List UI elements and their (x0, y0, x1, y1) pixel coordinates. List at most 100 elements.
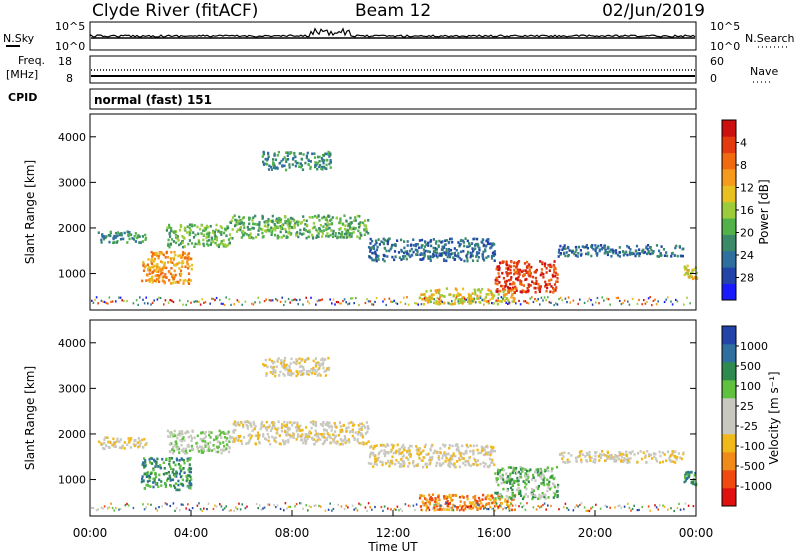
power-ground-cell (289, 301, 291, 304)
velocity-cell (98, 440, 101, 444)
velocity-cell (290, 374, 293, 377)
velocity-cell (506, 503, 509, 506)
velocity-cell (177, 463, 180, 466)
velocity-cell (225, 432, 228, 436)
velocity-cell (496, 491, 499, 495)
power-cell (649, 246, 652, 250)
power-cell (294, 155, 297, 159)
power-cell (223, 243, 226, 246)
power-cell (566, 254, 570, 258)
power-cell (443, 295, 446, 298)
velocity-cell (141, 438, 144, 442)
velocity-cell (324, 358, 327, 361)
velocity-cell (666, 450, 670, 453)
power-cell (286, 151, 289, 154)
power-cell (369, 237, 372, 241)
velocity-cell (497, 469, 500, 472)
velocity-cell (173, 474, 176, 478)
velocity-cell (511, 482, 514, 485)
power-cell (157, 276, 161, 279)
velocity-cell (207, 445, 210, 448)
power-cell (294, 222, 297, 225)
power-cell (167, 238, 170, 242)
power-cell (438, 254, 441, 257)
power-cell (491, 251, 494, 255)
velocity-cell (181, 478, 184, 482)
power-cell (297, 161, 300, 165)
power-cell (412, 244, 415, 247)
power-cell (583, 246, 586, 249)
power-cell (183, 227, 186, 231)
power-ground-cell (204, 301, 207, 304)
power-cell (196, 225, 199, 229)
velocity-cell (261, 420, 264, 424)
velocity-cell (332, 438, 335, 442)
power-cell (149, 269, 152, 272)
power-cell (396, 239, 399, 242)
power-cell (169, 257, 172, 261)
velocity-cell (298, 357, 301, 360)
power-cell (175, 236, 178, 239)
velocity-cell (687, 470, 690, 474)
velocity-cell (306, 437, 309, 440)
power-cell (283, 164, 286, 168)
velocity-cell (154, 471, 157, 475)
velocity-cell (437, 494, 440, 497)
velocity-cell (357, 424, 360, 427)
power-cell (174, 241, 178, 245)
power-cell (357, 222, 360, 226)
power-ground-cell (228, 298, 231, 301)
power-cell (157, 277, 160, 281)
velocity-cell (204, 445, 207, 448)
power-ground-cell (126, 300, 128, 303)
velocity-cell (272, 371, 275, 374)
power-cell (331, 232, 334, 236)
velocity-cell (531, 478, 534, 481)
power-cell (176, 235, 179, 238)
velocity-cell (472, 451, 475, 454)
velocity-cell (431, 493, 435, 496)
velocity-ground-cell (351, 504, 354, 507)
velocity-cell (274, 369, 277, 373)
velocity-cell (285, 368, 288, 371)
power-cell (678, 245, 681, 248)
power-cell (427, 255, 430, 258)
velocity-cell (488, 457, 492, 461)
power-cell (165, 251, 168, 255)
velocity-ground-cell (356, 509, 359, 512)
power-cell (298, 165, 301, 168)
velocity-ground-cell (119, 507, 122, 511)
velocity-ground-cell (108, 506, 111, 509)
velocity-ground-cell (340, 505, 343, 508)
velocity-cell (265, 372, 268, 375)
power-cell (274, 158, 277, 162)
power-ground-cell (372, 303, 375, 306)
velocity-cell (625, 450, 628, 454)
power-cell (454, 287, 457, 291)
power-ground-cell (351, 297, 354, 300)
velocity-cell (459, 454, 462, 457)
velocity-cell (303, 360, 307, 363)
velocity-cell (283, 356, 287, 360)
velocity-cell (525, 487, 528, 491)
velocity-cell (271, 435, 274, 439)
velocity-cell (621, 452, 624, 456)
velocity-cell (148, 458, 151, 461)
velocity-ground-cell (572, 509, 575, 512)
velocity-cell (548, 487, 552, 491)
velocity-cell (452, 454, 456, 457)
power-cell (279, 225, 282, 228)
power-cell (179, 242, 183, 245)
power-cell (485, 239, 488, 243)
velocity-cell (552, 496, 555, 499)
velocity-cell (296, 421, 299, 425)
power-cell (287, 158, 290, 161)
velocity-cell (227, 450, 231, 454)
power-cell (187, 279, 190, 283)
power-cell (183, 237, 186, 240)
velocity-cell (448, 446, 451, 450)
power-ground-cell (579, 298, 581, 301)
velocity-cell (145, 441, 148, 445)
velocity-cell (467, 463, 470, 466)
power-cell (348, 233, 351, 237)
